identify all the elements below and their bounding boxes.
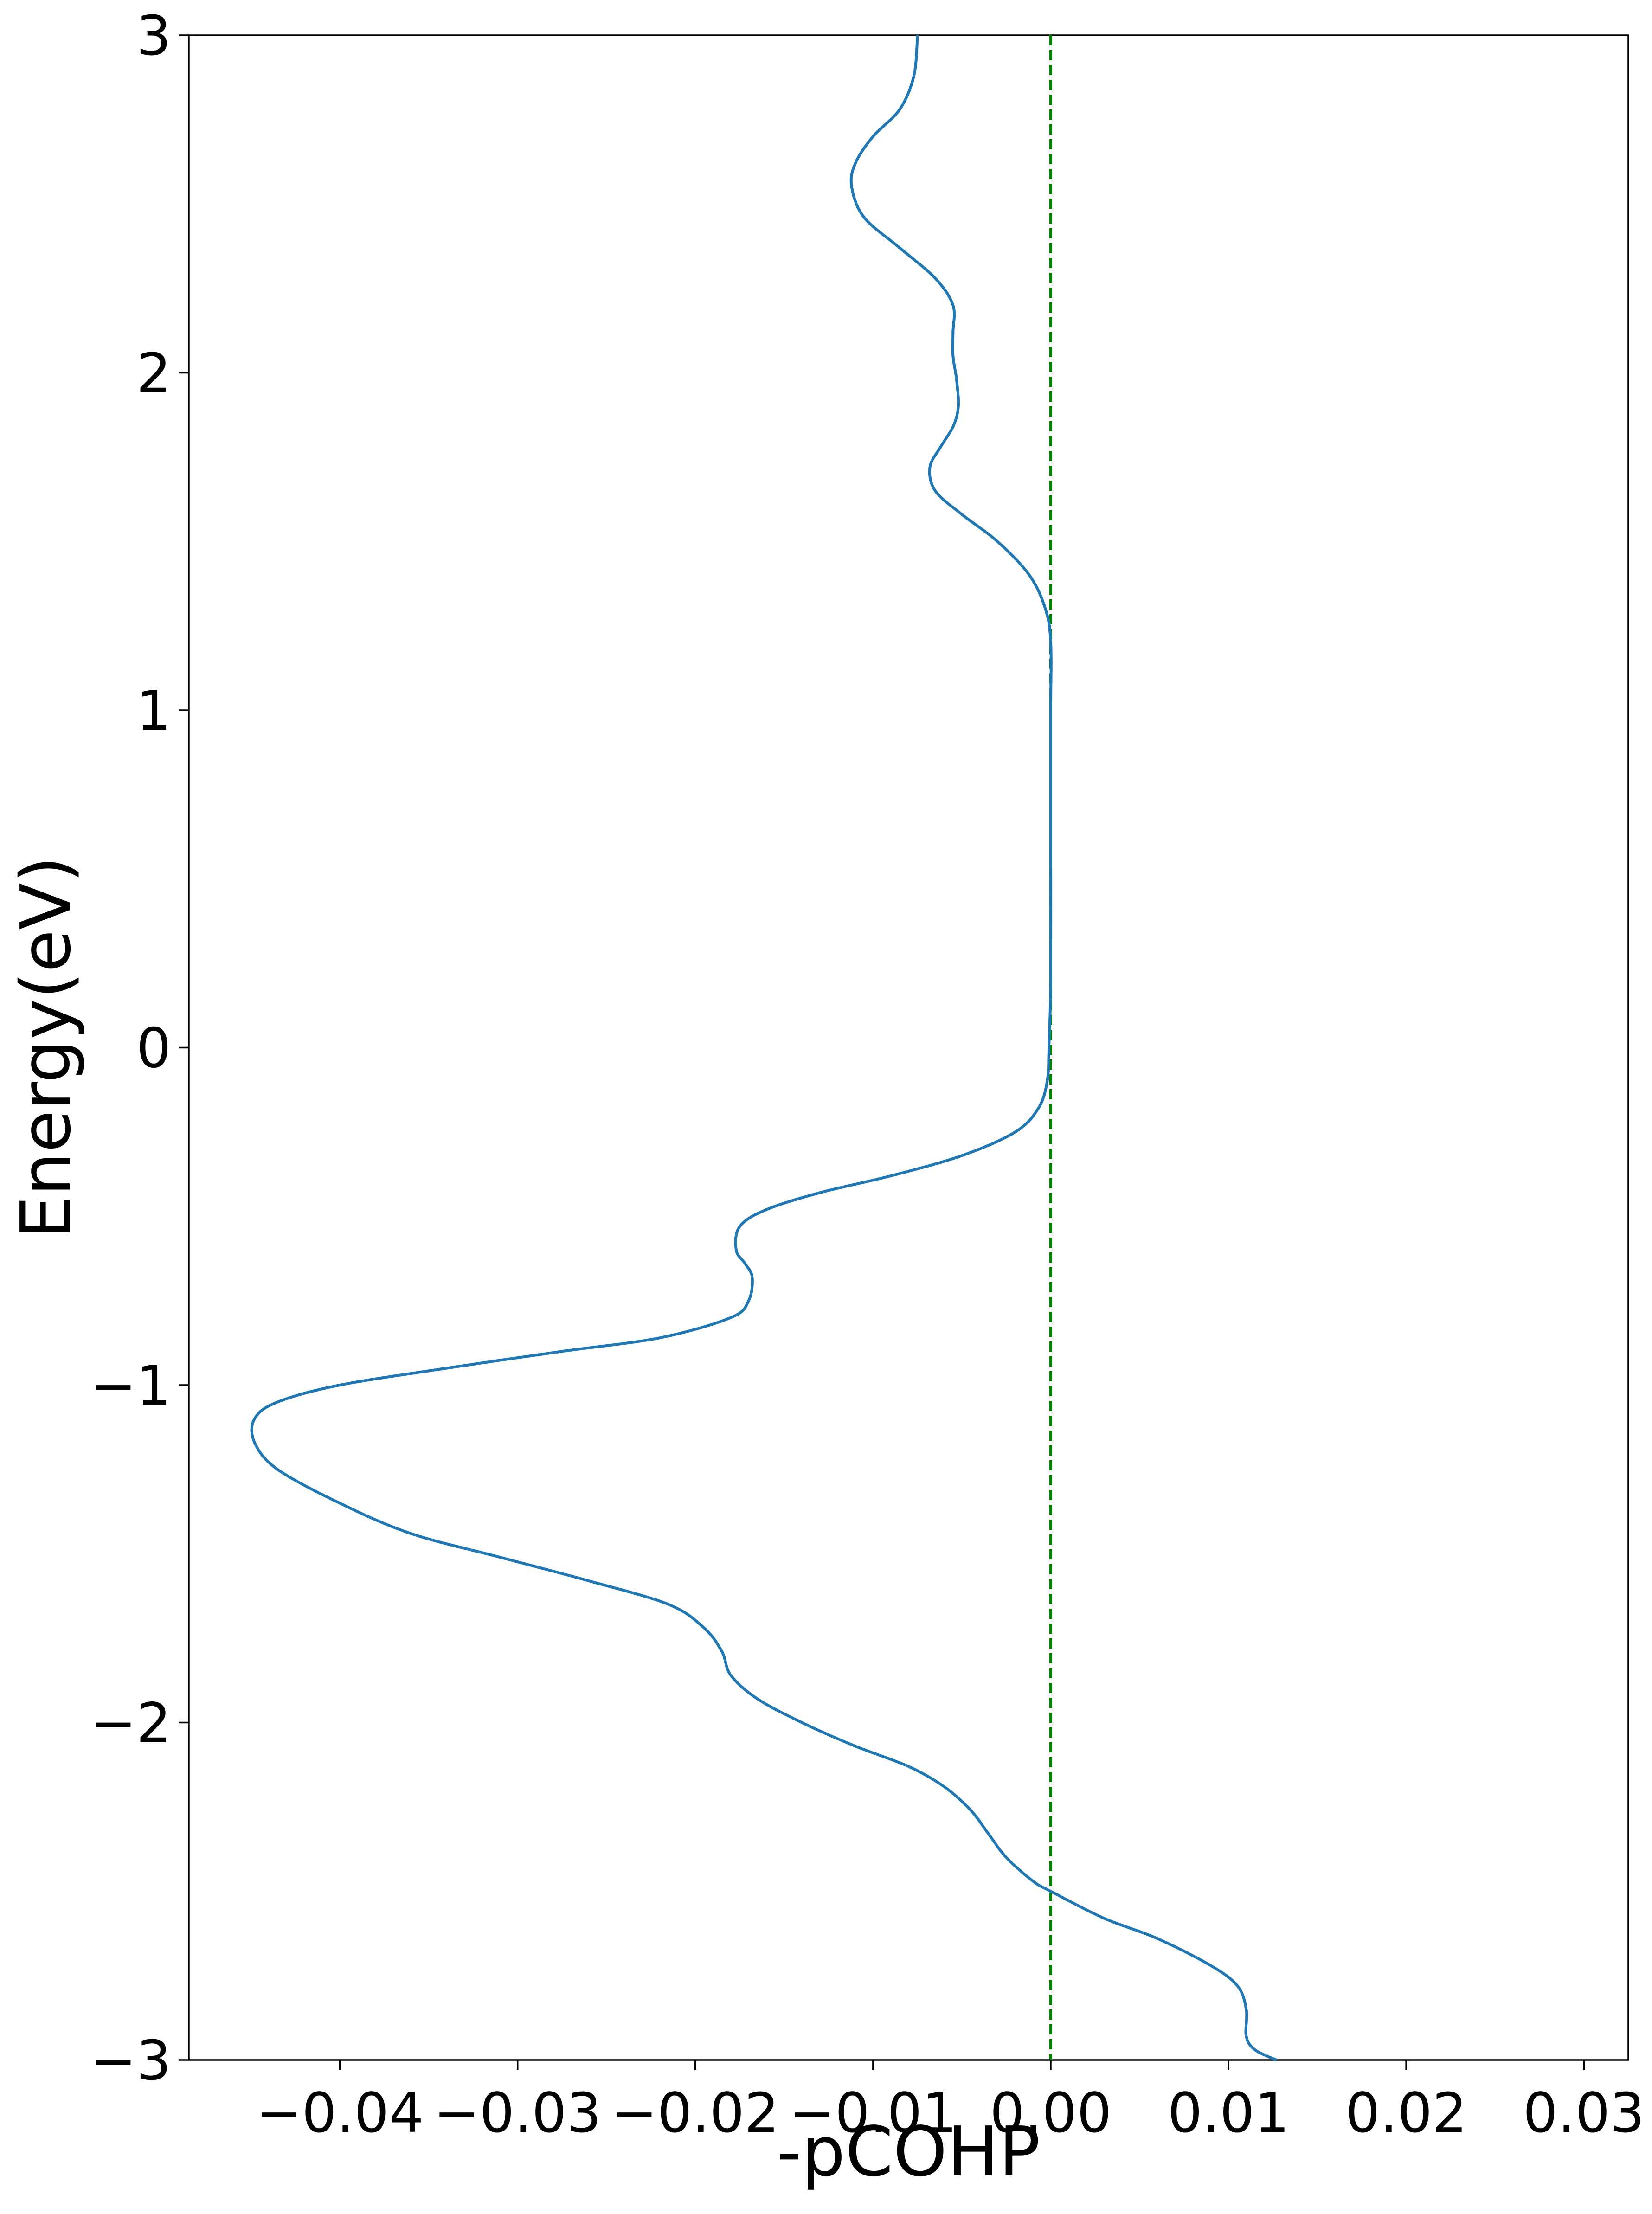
x-axis-label: -pCOHP <box>777 2112 1041 2192</box>
y-tick-label: 0 <box>136 1016 171 1080</box>
y-tick-label: 1 <box>136 679 171 743</box>
x-tick-label: −0.02 <box>611 2081 779 2145</box>
y-axis-label: Energy(eV) <box>6 856 86 1239</box>
y-tick-label: 3 <box>136 4 171 68</box>
x-tick-label: 0.03 <box>1523 2081 1645 2145</box>
y-axis-ticks: −3 −2 −1 0 1 2 3 <box>90 4 189 2092</box>
x-tick-label: 0.01 <box>1168 2081 1290 2145</box>
x-tick-label: −0.04 <box>256 2081 424 2145</box>
plot-frame <box>188 34 1629 2061</box>
y-tick-label: −3 <box>90 2028 171 2092</box>
y-tick-label: −1 <box>90 1354 171 1418</box>
x-axis-ticks: −0.04 −0.03 −0.02 −0.01 0.00 0.01 0.02 0.03 <box>256 2060 1645 2145</box>
x-tick-label: −0.03 <box>434 2081 602 2145</box>
y-tick-label: −2 <box>90 1691 171 1755</box>
pcohp-series-line <box>250 35 1277 2061</box>
x-tick-label: 0.02 <box>1345 2081 1467 2145</box>
x-tick-label: 0.00 <box>990 2081 1112 2145</box>
x-tick-label: −0.01 <box>789 2081 957 2145</box>
y-tick-label: 2 <box>136 341 171 405</box>
